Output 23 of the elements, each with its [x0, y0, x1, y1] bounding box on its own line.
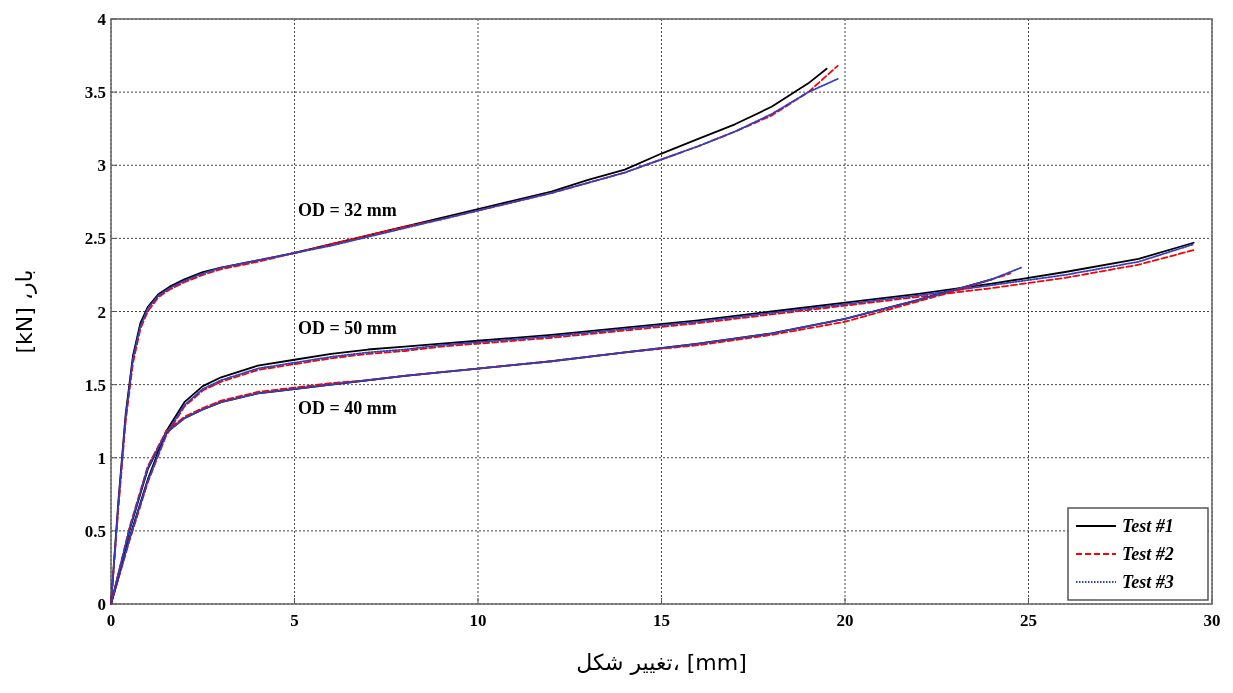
- x-tick-label: 30: [1203, 611, 1221, 630]
- y-tick-label: 3: [97, 156, 106, 176]
- legend-label: Test #1: [1122, 516, 1174, 536]
- y-tick-label: 2: [97, 302, 106, 322]
- x-axis-title: تغییر شکل، [mm]: [576, 650, 747, 675]
- y-tick-label: 4: [97, 10, 107, 29]
- legend-label: Test #2: [1122, 544, 1174, 564]
- x-tick-label: 10: [469, 611, 487, 630]
- annotation: OD = 40 mm: [298, 398, 397, 418]
- x-tick-label: 5: [290, 611, 299, 630]
- y-tick-label: 3.5: [84, 83, 106, 103]
- annotation: OD = 32 mm: [298, 200, 397, 220]
- annotation: OD = 50 mm: [298, 318, 397, 338]
- y-axis-title: بار، [kN]: [12, 269, 37, 354]
- x-tick-label: 20: [836, 611, 854, 630]
- legend-label: Test #3: [1122, 572, 1174, 592]
- y-tick-label: 0.5: [84, 521, 106, 541]
- y-tick-label: 2.5: [84, 229, 106, 249]
- x-tick-label: 15: [653, 611, 670, 630]
- y-tick-label: 0: [97, 595, 106, 614]
- y-tick-label: 1.5: [84, 375, 106, 395]
- y-tick-label: 1: [97, 448, 106, 468]
- x-tick-label: 25: [1020, 611, 1037, 630]
